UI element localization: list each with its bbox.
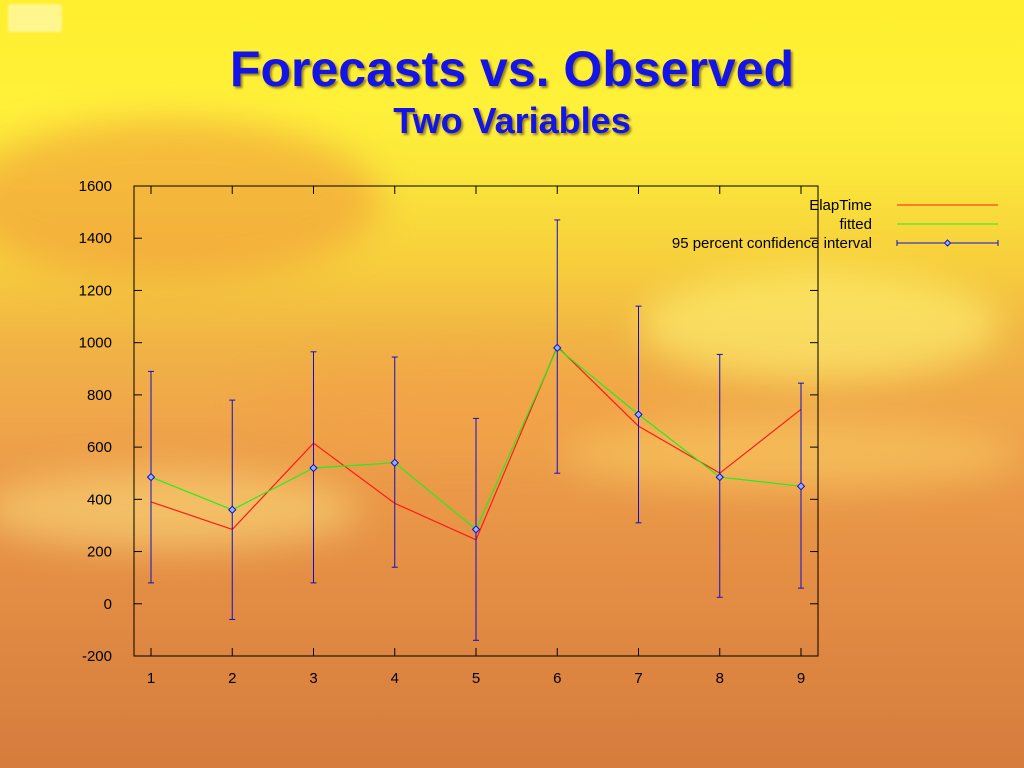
- legend: ElapTime fitted 95 percent confidence inte…: [672, 197, 999, 252]
- slide-title: Forecasts vs. Observed: [229, 41, 795, 97]
- interval-point: [228, 505, 237, 514]
- interval-point: [634, 410, 643, 419]
- series-layer: [146, 219, 806, 641]
- y-tick-label: 400: [87, 491, 112, 508]
- x-tick-label: 2: [228, 670, 236, 687]
- x-tick-label: 4: [391, 670, 399, 687]
- x-tick-label: 6: [553, 670, 561, 687]
- interval-point: [796, 482, 806, 491]
- x-tick-label: 9: [797, 670, 805, 687]
- x-tick-label: 7: [634, 670, 642, 687]
- y-tick-label: 600: [87, 439, 112, 456]
- interval-point: [715, 472, 724, 482]
- y-tick-label: 200: [87, 544, 112, 561]
- y-tick-label: 1200: [79, 282, 112, 299]
- legend-entry-elaptime-label: ElapTime: [809, 197, 872, 214]
- y-tick-label: 1000: [79, 335, 112, 352]
- y-tick-label: 800: [87, 387, 112, 404]
- x-tick-label: 1: [147, 670, 155, 687]
- y-tick-label: 1400: [79, 230, 112, 247]
- interval-point: [390, 458, 399, 467]
- x-tick-label: 8: [716, 670, 724, 687]
- slide-subtitle: Two Variables: [393, 100, 631, 141]
- x-tick-label: 5: [472, 670, 480, 687]
- y-tick-label: 0: [104, 596, 112, 613]
- interval-point: [553, 343, 562, 353]
- slide-header: Forecasts vs. Observed Two Variables: [0, 38, 1024, 142]
- legend-entry-interval-marker: [943, 239, 952, 247]
- legend-entry-interval-label: 95 percent confidence interval: [672, 235, 872, 252]
- interval-point: [146, 472, 156, 482]
- y-tick-label: 1600: [79, 178, 112, 195]
- legend-entry-fitted-label: fitted: [839, 216, 872, 233]
- interval-point: [309, 463, 318, 473]
- interval-point: [471, 525, 481, 534]
- axis-ticks: -200 0 200 400 600 800 1000 1200 1400 1600 1 2 3 4 5 6 7…: [79, 178, 818, 687]
- y-tick-label: -200: [82, 648, 112, 665]
- x-tick-label: 3: [309, 670, 317, 687]
